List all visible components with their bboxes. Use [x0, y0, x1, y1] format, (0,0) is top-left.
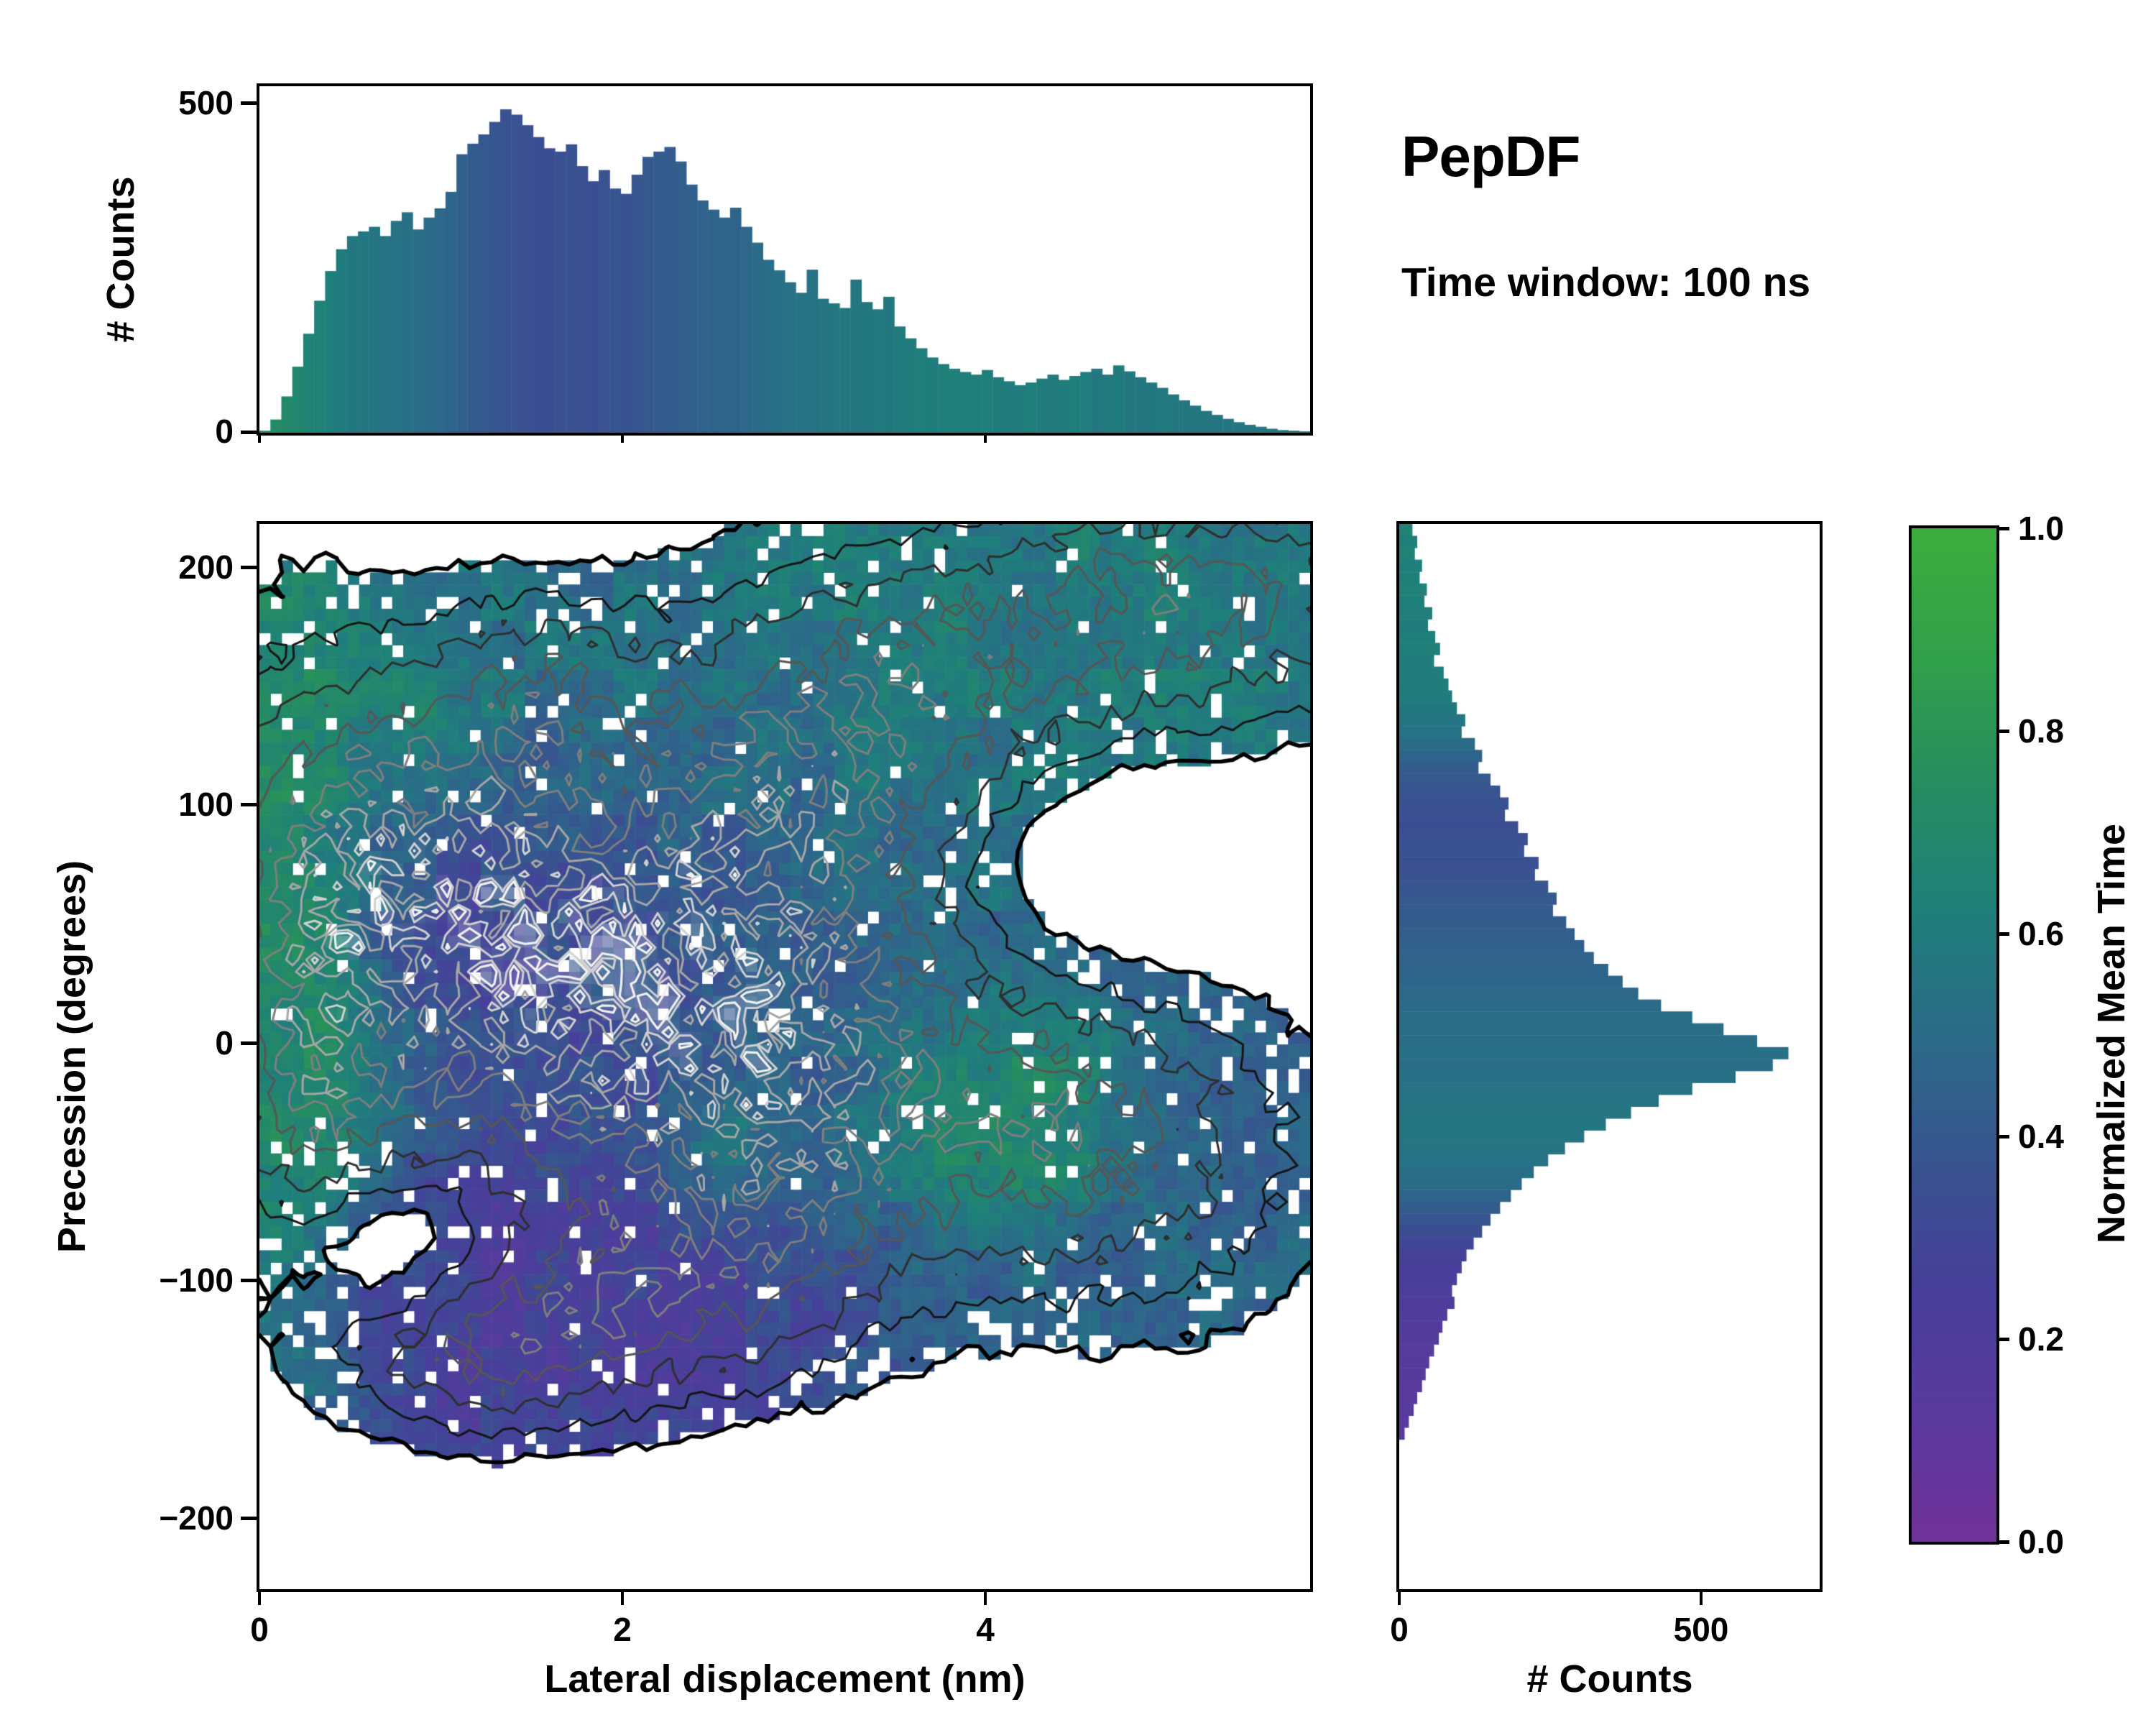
tick-mark	[241, 803, 257, 806]
main-x-tick-label: 0	[250, 1611, 269, 1648]
tick-mark	[1996, 1135, 2009, 1138]
tick-mark	[621, 1589, 624, 1605]
figure-title: PepDF	[1401, 124, 1580, 188]
tick-mark	[1996, 1540, 2009, 1544]
heatmap-canvas	[259, 524, 1310, 1589]
top-y-tick-label: 0	[215, 413, 234, 450]
tick-mark	[258, 1589, 261, 1605]
top-y-axis-label: # Counts	[99, 176, 142, 343]
colorbar-tick-label: 0.8	[2018, 712, 2064, 750]
main-y-tick-label: −100	[159, 1261, 234, 1299]
tick-mark	[241, 1041, 257, 1045]
tick-mark	[241, 101, 257, 105]
main-x-tick-label: 2	[613, 1611, 632, 1648]
top-histogram-canvas	[259, 86, 1310, 433]
colorbar-axis-label: Normalized Mean Time	[2090, 823, 2133, 1244]
main-y-axis-label: Precession (degrees)	[50, 860, 93, 1254]
tick-mark	[1996, 527, 2009, 530]
right-histogram-canvas	[1399, 524, 1820, 1589]
tick-mark	[241, 1279, 257, 1282]
colorbar-tick-label: 0.4	[2018, 1118, 2064, 1155]
top-y-tick-label: 500	[178, 84, 234, 121]
tick-mark	[1996, 730, 2009, 733]
tick-mark	[241, 1517, 257, 1520]
main-y-tick-label: −200	[159, 1499, 234, 1537]
right-histogram-panel	[1396, 521, 1823, 1592]
colorbar-canvas	[1912, 528, 1996, 1542]
right-x-axis-label: # Counts	[1526, 1657, 1693, 1701]
tick-mark	[241, 566, 257, 569]
tick-mark	[1700, 1589, 1703, 1605]
tick-mark	[241, 431, 257, 434]
tick-mark	[258, 433, 261, 443]
colorbar-tick-label: 0.6	[2018, 915, 2064, 952]
tick-mark	[1996, 1338, 2009, 1341]
tick-mark	[984, 433, 987, 443]
top-histogram-panel	[257, 83, 1313, 436]
main-y-tick-label: 0	[215, 1024, 234, 1062]
main-x-axis-label: Lateral displacement (nm)	[544, 1657, 1026, 1701]
colorbar-panel	[1909, 525, 1999, 1545]
main-y-tick-label: 100	[178, 786, 234, 823]
tick-mark	[1398, 1589, 1401, 1605]
main-x-tick-label: 4	[976, 1611, 995, 1648]
tick-mark	[621, 433, 624, 443]
tick-mark	[1996, 932, 2009, 936]
figure-subtitle: Time window: 100 ns	[1401, 259, 1811, 305]
right-x-tick-label: 0	[1390, 1611, 1409, 1648]
colorbar-tick-label: 1.0	[2018, 510, 2064, 547]
right-x-tick-label: 500	[1673, 1611, 1729, 1648]
main-heatmap-panel	[257, 521, 1313, 1592]
colorbar-tick-label: 0.2	[2018, 1320, 2064, 1358]
tick-mark	[984, 1589, 987, 1605]
colorbar-tick-label: 0.0	[2018, 1523, 2064, 1560]
main-y-tick-label: 200	[178, 548, 234, 586]
